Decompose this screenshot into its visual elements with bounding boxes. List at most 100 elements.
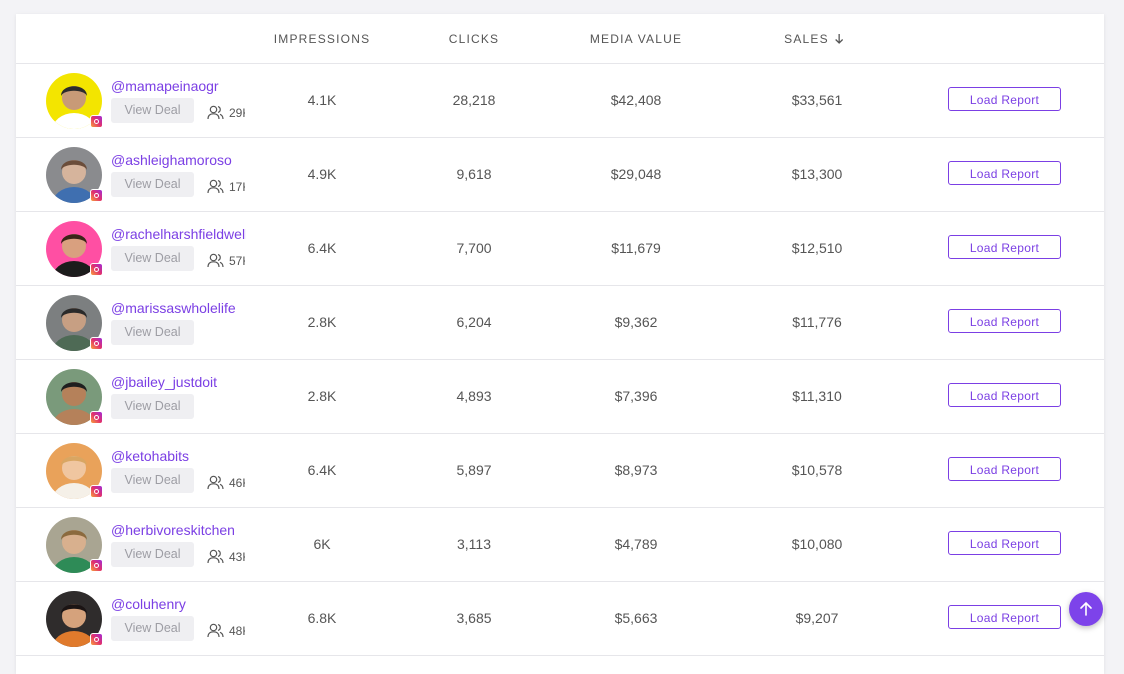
audience-count: 48K: [229, 624, 245, 638]
instagram-icon: [90, 485, 103, 498]
audience-count: 29K: [229, 106, 245, 120]
avatar: [46, 295, 102, 351]
view-deal-button[interactable]: View Deal: [111, 172, 194, 197]
sales-value: $11,310: [792, 388, 842, 404]
audience-count: 17K: [229, 180, 245, 194]
sales-value: $9,207: [795, 610, 839, 626]
instagram-icon: [90, 337, 103, 350]
clicks-value: 5,897: [456, 462, 492, 478]
influencer-handle[interactable]: @marissaswholelife: [111, 300, 236, 316]
header-sales[interactable]: SALES: [784, 32, 844, 48]
users-icon: [207, 253, 229, 268]
load-report-button[interactable]: Load Report: [948, 383, 1061, 407]
clicks-value: 7,700: [456, 240, 492, 256]
audience-size: 57K: [207, 253, 245, 271]
media-value: $11,679: [611, 240, 661, 256]
media-value: $29,048: [610, 166, 662, 182]
influencer-handle[interactable]: @mamapeinaogr: [111, 78, 219, 94]
table-row: @coluhenry View Deal 48K 6.8K 3,685 $5,663 $9,…: [16, 582, 1104, 656]
audience-size: 29K: [207, 105, 245, 123]
table-row: @ketohabits View Deal 46K 6.4K 5,897 $8,973 $1…: [16, 434, 1104, 508]
impressions-value: 2.8K: [307, 314, 337, 330]
header-media-value[interactable]: MEDIA VALUE: [589, 32, 683, 46]
view-deal-button[interactable]: View Deal: [111, 246, 194, 271]
audience-count: 57K: [229, 254, 245, 268]
audience-size: 46K: [207, 475, 245, 493]
media-value: $5,663: [614, 610, 658, 626]
load-report-button[interactable]: Load Report: [948, 531, 1061, 555]
instagram-icon: [90, 115, 103, 128]
users-icon: [207, 475, 229, 490]
clicks-value: 9,618: [456, 166, 492, 182]
arrow-down-icon: [834, 33, 844, 48]
arrow-up-icon: [1080, 601, 1092, 616]
clicks-value: 6,204: [456, 314, 492, 330]
media-value: $42,408: [610, 92, 662, 108]
load-report-button[interactable]: Load Report: [948, 87, 1061, 111]
audience-count: 43K: [229, 550, 245, 564]
clicks-value: 3,113: [457, 536, 491, 552]
view-deal-button[interactable]: View Deal: [111, 542, 194, 567]
media-value: $9,362: [614, 314, 658, 330]
influencer-table: IMPRESSIONS CLICKS MEDIA VALUE SALES @ma…: [16, 14, 1104, 674]
instagram-icon: [90, 633, 103, 646]
users-icon: [207, 105, 229, 120]
avatar: [46, 73, 102, 129]
scroll-to-top-button[interactable]: [1069, 592, 1103, 626]
sales-value: $12,510: [791, 240, 843, 256]
influencer-handle[interactable]: @rachelharshfieldwellness: [111, 226, 246, 242]
table-row: @ashleighamoroso View Deal 17K 4.9K 9,618 $29…: [16, 138, 1104, 212]
header-clicks[interactable]: CLICKS: [448, 32, 500, 46]
instagram-icon: [90, 559, 103, 572]
sales-value: $13,300: [791, 166, 843, 182]
clicks-value: 28,218: [452, 92, 496, 108]
audience-size: 43K: [207, 549, 245, 567]
influencer-handle[interactable]: @coluhenry: [111, 596, 186, 612]
impressions-value: 6K: [313, 536, 331, 552]
impressions-value: 6.8K: [307, 610, 337, 626]
sales-value: $33,561: [791, 92, 843, 108]
table-header: IMPRESSIONS CLICKS MEDIA VALUE SALES: [16, 14, 1104, 64]
view-deal-button[interactable]: View Deal: [111, 616, 194, 641]
table-row: @marissaswholelife View Deal 2.8K 6,204 $9,3…: [16, 286, 1104, 360]
load-report-button[interactable]: Load Report: [948, 605, 1061, 629]
load-report-button[interactable]: Load Report: [948, 235, 1061, 259]
media-value: $4,789: [614, 536, 658, 552]
impressions-value: 2.8K: [307, 388, 337, 404]
impressions-value: 6.4K: [307, 240, 337, 256]
table-row: @mamapeinaogr View Deal 29K 4.1K 28,218 $42,4…: [16, 64, 1104, 138]
instagram-icon: [90, 263, 103, 276]
users-icon: [207, 179, 229, 194]
impressions-value: 4.9K: [307, 166, 337, 182]
media-value: $7,396: [614, 388, 658, 404]
audience-count: 46K: [229, 476, 245, 490]
sales-value: $10,578: [791, 462, 843, 478]
impressions-value: 4.1K: [307, 92, 337, 108]
clicks-value: 4,893: [456, 388, 492, 404]
table-row: @jbailey_justdoit View Deal 2.8K 4,893 $7,39…: [16, 360, 1104, 434]
table-row: @rachelharshfieldwellness View Deal 57K 6.4…: [16, 212, 1104, 286]
influencer-handle[interactable]: @jbailey_justdoit: [111, 374, 218, 390]
load-report-button[interactable]: Load Report: [948, 457, 1061, 481]
impressions-value: 6.4K: [307, 462, 337, 478]
influencer-handle[interactable]: @herbivoreskitchen: [111, 522, 235, 538]
audience-size: 17K: [207, 179, 245, 197]
influencer-handle[interactable]: @ketohabits: [111, 448, 190, 464]
header-impressions[interactable]: IMPRESSIONS: [273, 32, 371, 46]
users-icon: [207, 549, 229, 564]
load-report-button[interactable]: Load Report: [948, 161, 1061, 185]
view-deal-button[interactable]: View Deal: [111, 98, 194, 123]
header-sales-label: SALES: [784, 32, 829, 46]
table-row: @herbivoreskitchen View Deal 43K 6K 3,113 $4,…: [16, 508, 1104, 582]
sales-value: $11,776: [792, 314, 842, 330]
influencer-handle[interactable]: @ashleighamoroso: [111, 152, 232, 168]
load-report-button[interactable]: Load Report: [948, 309, 1061, 333]
instagram-icon: [90, 189, 103, 202]
view-deal-button[interactable]: View Deal: [111, 468, 194, 493]
users-icon: [207, 623, 229, 638]
clicks-value: 3,685: [456, 610, 492, 626]
instagram-icon: [90, 411, 103, 424]
sales-value: $10,080: [791, 536, 843, 552]
view-deal-button[interactable]: View Deal: [111, 320, 194, 345]
view-deal-button[interactable]: View Deal: [111, 394, 194, 419]
